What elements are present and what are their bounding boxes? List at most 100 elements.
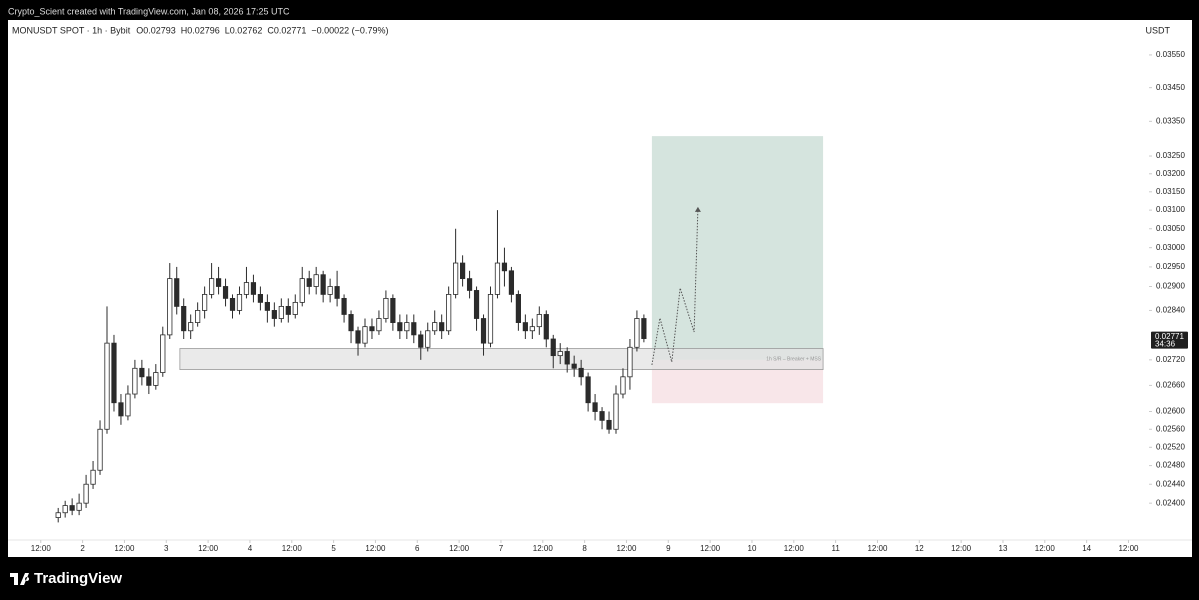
y-tick-label: 0.02400 [1156,498,1185,507]
candle-body [195,310,201,323]
candle-body [264,301,270,311]
candle-body [571,363,577,369]
candle-body [111,342,117,404]
y-tick-label: 0.02950 [1156,262,1185,271]
candle-body [369,326,375,332]
candle-body [76,502,82,511]
candle-body [529,326,535,332]
candle-body [160,334,166,373]
candle-body [613,393,619,430]
x-tick-label: 9 [666,544,671,553]
countdown: 34:36 [1155,340,1176,349]
candle-body [327,286,333,295]
y-tick-label: 0.02440 [1156,479,1185,488]
ohlc-value: −0.00022 (−0.79%) [311,25,388,35]
candle-body [341,297,347,315]
candle-body [174,278,180,307]
candle-body [466,278,473,291]
candle-body [418,334,424,348]
x-tick-label: 8 [582,544,587,553]
candle-body [278,305,284,319]
y-tick-label: 0.03050 [1156,224,1185,233]
last-price: 0.02771 [1155,332,1184,341]
candle-body [236,294,243,311]
candle-body [390,297,396,323]
x-tick-label: 14 [1082,544,1091,553]
candle-body [446,294,452,332]
currency: USDT [1146,25,1171,35]
candle-body [425,330,431,348]
ohlc-value: L0.02762 [225,25,263,35]
candle-body [585,376,591,404]
candle-body [250,282,257,295]
candle-body [557,351,563,357]
x-tick-label: 12:00 [1035,544,1056,553]
candle-body [453,262,459,295]
x-tick-label: 5 [331,544,336,553]
candle-body [139,367,145,378]
candle-body [404,322,410,332]
x-tick-label: 12 [915,544,924,553]
logo-text: TradingView [34,570,122,587]
x-tick-label: 12:00 [867,544,888,553]
y-tick-label: 0.02480 [1156,461,1185,470]
candle-body [292,301,298,315]
candle-body [383,297,389,319]
candle-body [215,278,222,287]
candle-body [592,402,598,412]
zone-label: 1h S/R – Breaker + MSS [766,356,822,362]
y-tick-label: 0.02660 [1156,381,1185,390]
candle-body [480,318,487,344]
x-tick-label: 12:00 [198,544,219,553]
candle-body [355,330,361,344]
last-price-box [1151,331,1188,349]
y-tick-label: 0.03550 [1156,50,1185,59]
ohlc-value: H0.02796 [181,25,220,35]
candle-body [411,322,417,336]
candle-body [299,278,305,303]
candle-body [243,282,250,295]
candle-body [501,262,508,272]
candle-body [376,318,382,332]
candle-body [62,505,68,514]
x-tick-label: 12:00 [449,544,470,553]
y-tick-label: 0.03350 [1156,116,1185,125]
x-tick-label: 12:00 [616,544,637,553]
y-tick-label: 0.02900 [1156,282,1185,291]
candle-body [620,376,626,395]
y-tick-label: 0.02840 [1156,306,1185,315]
x-tick-label: 3 [164,544,169,553]
x-tick-label: 12:00 [784,544,805,553]
ohlc-value: O0.02793 [136,25,176,35]
candle-body [536,314,542,328]
x-tick-label: 6 [415,544,420,553]
candle-body [69,505,75,511]
candle-body [118,402,124,417]
candle-body [320,274,326,295]
candle-body [494,262,501,295]
y-tick-label: 0.02720 [1156,355,1185,364]
candle-body [97,428,103,471]
y-tick-label: 0.03250 [1156,151,1185,160]
candle-body [208,278,215,295]
x-tick-label: 12:00 [1118,544,1139,553]
projection-path [651,207,699,366]
candle-body [132,367,138,395]
y-tick-label: 0.03450 [1156,83,1185,92]
candle-body [348,314,354,332]
candle-body [104,342,110,430]
candle-body [397,322,403,332]
candle-body [257,294,264,303]
x-tick-label: 7 [499,544,504,553]
x-tick-label: 12:00 [282,544,303,553]
candle-body [313,274,319,287]
candle-body [508,270,515,295]
candle-body [202,294,208,311]
candle-body [641,318,647,339]
x-tick-label: 2 [80,544,85,553]
ohlc-value: C0.02771 [267,25,306,35]
y-tick-label: 0.02600 [1156,407,1185,416]
x-tick-label: 11 [831,544,840,553]
x-tick-label: 4 [248,544,253,553]
